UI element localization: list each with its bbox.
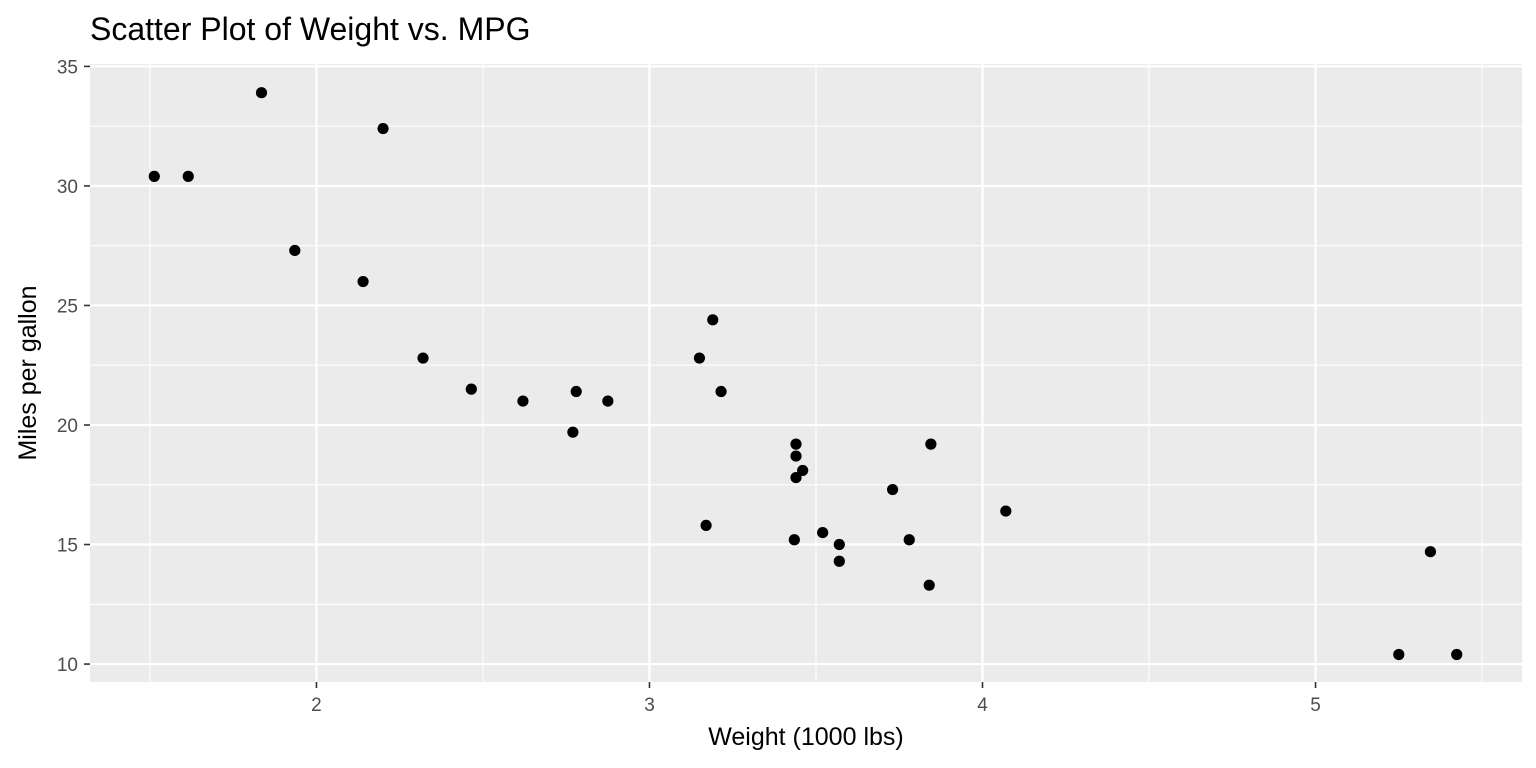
y-tick-label: 30 [57,177,78,198]
data-point [517,395,529,407]
data-point [567,426,579,438]
data-point [570,385,582,398]
data-point [797,464,809,477]
data-point [182,170,194,182]
data-point [1451,648,1463,661]
x-tick-label: 3 [644,695,655,716]
data-point [817,526,829,539]
data-point [357,275,369,288]
data-point [255,87,268,99]
data-point [417,352,429,364]
data-point [925,438,937,450]
data-point [833,538,845,551]
y-tick-label: 25 [57,296,78,317]
data-point [790,450,802,462]
data-point [788,534,800,546]
data-point [790,471,802,484]
points-layer [148,87,1463,661]
data-point [1424,546,1437,558]
y-tick-label: 20 [57,416,78,437]
major-grid [90,64,1522,682]
x-axis-title: Weight (1000 lbs) [708,723,903,751]
y-tick-label: 10 [57,655,78,676]
data-point [148,170,160,182]
data-point [790,438,802,450]
plot-panel [90,64,1522,682]
data-point [700,519,712,532]
y-axis-title: Miles per gallon [14,285,42,460]
y-tick-label: 15 [57,536,78,557]
x-tick-label: 4 [977,695,988,716]
data-point [715,385,727,398]
chart-title: Scatter Plot of Weight vs. MPG [90,11,530,47]
data-point [1393,648,1405,661]
y-axis: 10 15 20 25 30 35 [57,57,90,676]
minor-grid [90,64,1522,682]
data-point [903,534,915,546]
data-point [833,555,845,567]
data-point [886,483,899,496]
data-point [289,244,301,257]
data-point [693,352,706,364]
data-point [1000,505,1012,517]
y-tick-label: 35 [57,57,78,78]
data-point [602,395,614,407]
data-point [465,383,477,395]
data-point [377,122,389,135]
x-tick-label: 2 [311,695,322,716]
data-point [707,314,719,326]
x-tick-label: 5 [1310,695,1321,716]
data-point [923,579,935,591]
x-axis: 2 3 4 5 [311,682,1321,716]
